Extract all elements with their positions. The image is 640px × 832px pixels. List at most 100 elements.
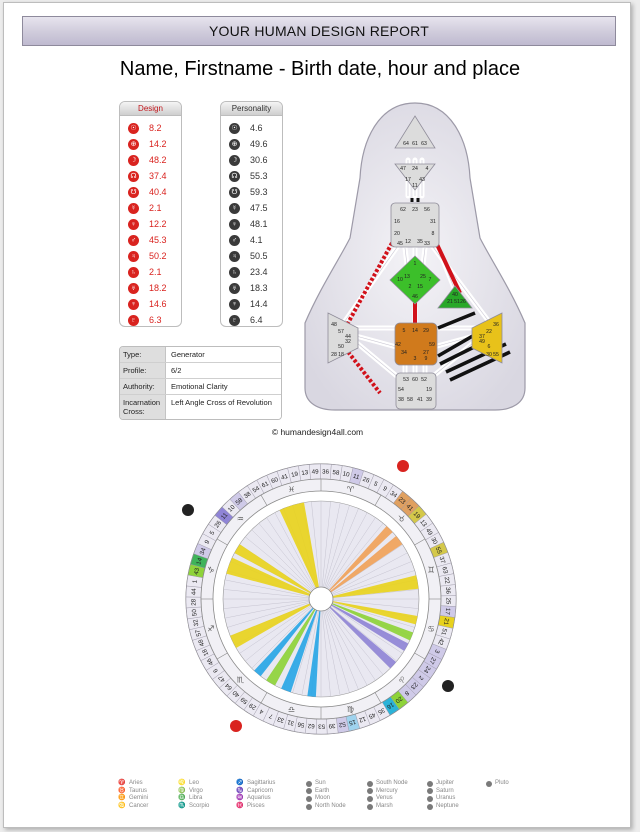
wheel-spoke	[245, 536, 312, 592]
wheel-gate-label: 14	[195, 556, 204, 565]
head-center	[394, 115, 436, 149]
wheel-gate-label: 27	[427, 656, 437, 666]
wheel-gate-label: 42	[436, 637, 445, 646]
saturn-icon: ♄	[128, 266, 139, 278]
legend-label: Saturn	[436, 787, 454, 794]
wheel-spoke	[274, 512, 316, 589]
wheel-spoke	[292, 610, 318, 693]
legend-label: Sun	[315, 780, 326, 786]
personality-activation-value: 55.3	[250, 171, 268, 181]
legend-item: South Node	[367, 780, 408, 788]
mercury-icon: ☿	[229, 202, 240, 214]
root-gate-label: 60	[412, 377, 418, 383]
legend-label: Moon	[315, 795, 331, 802]
pluto-icon: ♇	[128, 314, 139, 326]
wheel-gate-label: 58	[332, 469, 340, 477]
ajna-gate-label: 17	[405, 177, 411, 183]
throat-gate-label: 62	[400, 207, 406, 213]
design-activation-row: ⊕ 14.2	[120, 136, 181, 152]
planet-icon	[367, 795, 373, 802]
legend-item: ♓ Pisces	[236, 803, 275, 811]
legend-zodiac-col2: ♌ Leo ♍ Virgo ♎ Libra ♏ Scorpio	[178, 780, 209, 810]
wheel-gate-label: 57	[194, 628, 203, 637]
zodiac-symbol: ♋	[428, 625, 435, 634]
zodiac-divider	[260, 692, 268, 704]
design-activation-row: ♄ 2.1	[120, 264, 181, 280]
legend-item: Sun	[306, 780, 346, 788]
heart-gate-label: 51	[454, 299, 460, 305]
wheel-spoke	[224, 601, 310, 619]
wheel-spoke	[330, 544, 403, 593]
wheel-gate-label: 12	[357, 715, 366, 724]
zodiac-icon: ♉	[118, 787, 126, 794]
legend-item: Marsh	[367, 803, 408, 811]
wheel-spoke	[326, 609, 368, 686]
wheel-gate-label: 28	[190, 598, 197, 606]
zodiac-icon: ♋	[118, 802, 126, 809]
sun-icon: ☉	[229, 122, 240, 134]
saturn-icon: ♄	[229, 266, 240, 278]
design-activation-row: ♂ 45.3	[120, 232, 181, 248]
planet-icon	[367, 788, 373, 795]
spleen-gate-label: 32	[345, 339, 351, 345]
spleen-center	[327, 312, 359, 364]
moon-icon: ☽	[229, 154, 240, 166]
wheel-gate-label: 2	[417, 674, 425, 681]
zodiac-icon: ♏	[178, 802, 186, 809]
design-activation-row: ☋ 40.4	[120, 184, 181, 200]
throat-gate-label: 23	[412, 207, 418, 213]
head-gate-label: 63	[421, 141, 427, 147]
wheel-gate-label: 4	[258, 707, 265, 715]
sacral-gate-label: 9	[425, 356, 428, 362]
legend-item: ♏ Scorpio	[178, 803, 209, 811]
wheel-wedge-yellow	[332, 601, 418, 625]
throat-gate-label: 33	[424, 241, 430, 247]
wheel-gate-label: 36	[444, 587, 451, 595]
g-gate-label: 13	[404, 274, 410, 280]
root-gate-label: 53	[403, 377, 409, 383]
legend-item: Neptune	[427, 803, 459, 811]
wheel-gate-label: 52	[338, 720, 347, 728]
personality-activation-value: 49.6	[250, 139, 268, 149]
g-gate-label: 1	[414, 261, 417, 267]
legend-label: Aquarius	[247, 795, 271, 802]
personality-activation-value: 23.4	[250, 267, 268, 277]
wheel-spoke	[224, 579, 310, 597]
heart-center	[437, 285, 473, 309]
planet-icon	[306, 803, 312, 810]
banner-title: YOUR HUMAN DESIGN REPORT	[208, 23, 429, 39]
solar-gate-label: 36	[493, 322, 499, 328]
profile-label: Profile:	[120, 363, 166, 378]
personality-activations-panel: Personality ☉ 4.6 ⊕ 49.6 ☽ 30.6 ☊ 55.3 ☋ 59.3 ☿ 47.…	[220, 101, 283, 327]
earth-icon: ⊕	[128, 138, 139, 150]
wheel-gate-label: 9	[204, 539, 212, 546]
zodiac-symbol: ♈	[347, 485, 354, 494]
design-activation-row: ♆ 14.6	[120, 296, 181, 312]
wheel-spoke	[325, 610, 359, 690]
head-gate-label: 61	[412, 141, 418, 147]
venus-icon: ♀	[128, 218, 139, 230]
zodiac-icon: ♎	[178, 795, 186, 802]
mercury-icon: ☿	[128, 202, 139, 214]
wheel-spoke	[326, 512, 368, 589]
sacral-gate-label: 59	[429, 342, 435, 348]
earth-personality-marker-icon	[182, 504, 194, 516]
legend-label: Mercury	[376, 787, 398, 794]
zodiac-icon: ♐	[236, 780, 244, 786]
spleen-gate-label: 28	[331, 352, 337, 358]
zodiac-divider	[216, 538, 228, 546]
wheel-wedge-orange	[330, 536, 403, 593]
heart-gate-label: 26	[460, 299, 466, 305]
info-row-authority: Authority: Emotional Clarity	[120, 379, 281, 395]
sacral-center	[394, 322, 438, 366]
jupiter-icon: ♃	[229, 250, 240, 262]
zodiac-symbol: ♏	[237, 676, 245, 685]
wheel-gate-label: 53	[318, 722, 325, 729]
personality-activation-value: 18.3	[250, 283, 268, 293]
wheel-gate-label: 23	[397, 496, 407, 506]
moon-icon: ☽	[128, 154, 139, 166]
wheel-spoke	[331, 552, 408, 594]
root-gate-label: 38	[398, 397, 404, 403]
info-row-cross: Incarnation Cross: Left Angle Cross of R…	[120, 395, 281, 419]
